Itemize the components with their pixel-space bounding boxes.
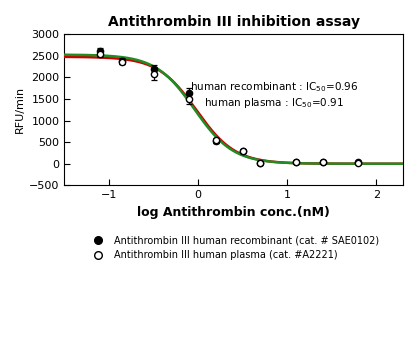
Legend: Antithrombin III human recombinant (cat. # SAE0102), Antithrombin III human plas: Antithrombin III human recombinant (cat.… <box>89 235 379 260</box>
Title: Antithrombin III inhibition assay: Antithrombin III inhibition assay <box>108 15 360 29</box>
Text: human recombinant : IC$_{50}$=0.96
human plasma : IC$_{50}$=0.91: human recombinant : IC$_{50}$=0.96 human… <box>190 80 359 110</box>
X-axis label: log Antithrombin conc.(nM): log Antithrombin conc.(nM) <box>137 206 330 219</box>
Y-axis label: RFU/min: RFU/min <box>15 86 25 134</box>
